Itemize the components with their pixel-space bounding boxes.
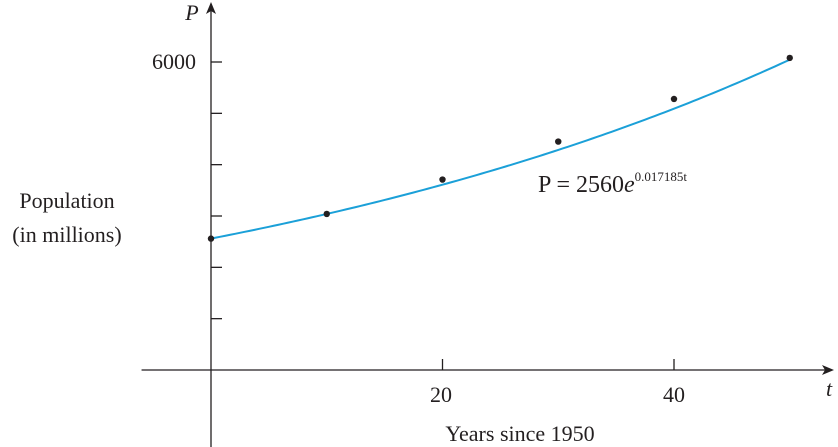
equation-base: e [624, 172, 635, 198]
ticks [211, 61, 675, 370]
data-points [207, 54, 793, 242]
equation-lhs: P = 2560 [538, 172, 624, 198]
x-tick-label-40: 40 [663, 382, 685, 407]
labels: 6000 20 40 P t Years since 1950 Populati… [12, 0, 833, 446]
y-axis-arrow [206, 2, 216, 14]
axes [141, 2, 834, 447]
y-tick-label-6000: 6000 [152, 49, 196, 74]
curve-group [210, 58, 791, 240]
data-point-20 [439, 176, 446, 183]
x-tick-label-20: 20 [430, 382, 452, 407]
data-point-50 [786, 54, 793, 62]
equation-exponent: 0.017185t [635, 169, 688, 184]
equation-text: P = 2560e0.017185t [538, 169, 687, 198]
x-axis-arrow [822, 365, 834, 375]
y-axis-title-line-2: (in millions) [12, 222, 121, 247]
exponential-fit-curve [210, 58, 791, 240]
x-axis-var-label: t [826, 376, 833, 401]
data-point-30 [555, 138, 562, 145]
y-axis-var-label: P [184, 0, 198, 25]
data-point-0 [207, 235, 215, 242]
data-point-40 [670, 95, 678, 103]
equation-annotation: P = 2560e0.017185t [538, 169, 687, 198]
y-axis-title-line-1: Population [19, 188, 114, 213]
data-point-10 [323, 210, 330, 218]
x-axis-title: Years since 1950 [445, 421, 594, 446]
